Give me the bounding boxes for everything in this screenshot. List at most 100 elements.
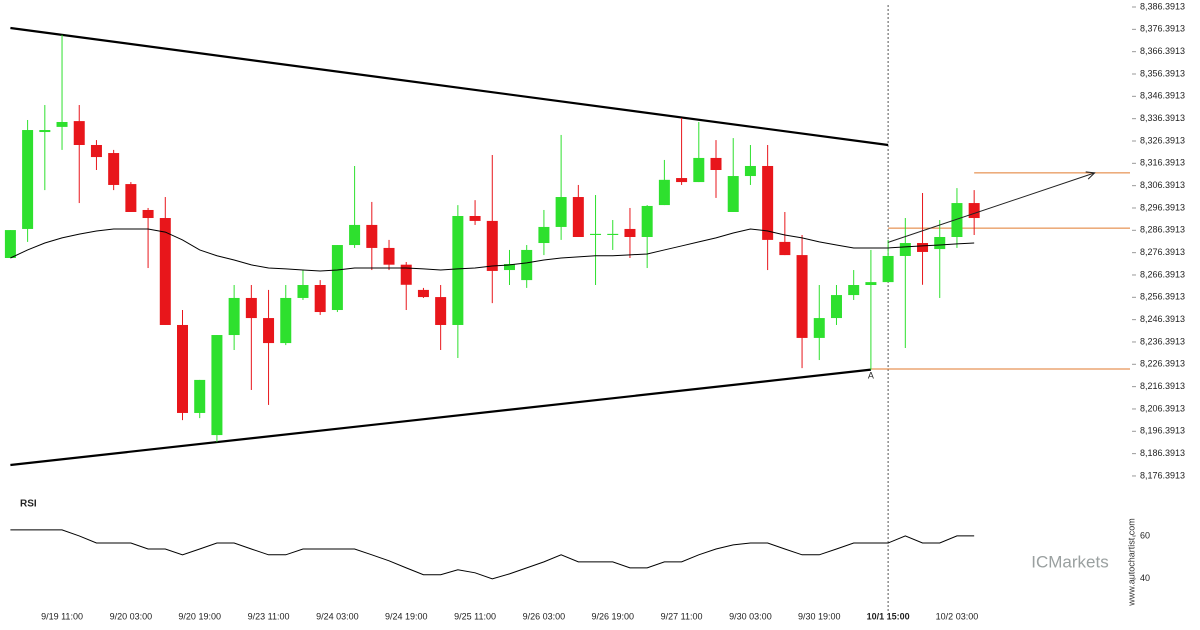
x-tick-label: 9/26 03:00	[523, 611, 566, 621]
x-tick-label: 10/1 15:00	[867, 611, 910, 621]
candle-body	[796, 255, 808, 338]
arrow-head	[1085, 171, 1096, 180]
y-tick-label: 8,326.3913	[1140, 135, 1185, 145]
candle-body	[607, 233, 619, 235]
candle-body	[280, 297, 292, 344]
y-tick-label: 8,306.3913	[1140, 180, 1185, 190]
candle-body	[366, 224, 378, 248]
candle-body	[624, 228, 636, 237]
y-tick-label: 8,206.3913	[1140, 403, 1185, 413]
y-tick-label: 8,386.3913	[1140, 1, 1185, 11]
candle-body	[503, 264, 515, 271]
candle-body	[865, 282, 877, 286]
site-watermark: www.autochartist.com	[1126, 518, 1136, 607]
candle-body	[658, 179, 670, 206]
trendline	[10, 368, 872, 467]
y-tick-label: 8,346.3913	[1140, 91, 1185, 101]
candle-body	[263, 318, 275, 344]
x-tick-label: 9/27 11:00	[661, 611, 703, 621]
candle-body	[572, 197, 584, 237]
y-tick-label: 8,286.3913	[1140, 225, 1185, 235]
candle-body	[848, 285, 860, 296]
candle-body	[917, 243, 929, 252]
y-tick-label: 8,226.3913	[1140, 359, 1185, 369]
forecast-arrow	[887, 172, 1095, 243]
candle-body	[693, 157, 705, 183]
candle-body	[22, 130, 34, 229]
brand-watermark: ICMarkets	[1031, 552, 1108, 571]
candle-body	[435, 297, 447, 325]
y-tick-label: 8,186.3913	[1140, 448, 1185, 458]
candle-body	[762, 165, 774, 240]
y-tick-label: 8,246.3913	[1140, 314, 1185, 324]
candle-body	[90, 144, 102, 158]
candle-body	[297, 285, 309, 298]
candle-body	[159, 218, 171, 325]
candle-body	[641, 205, 653, 237]
candle-body	[228, 297, 240, 336]
x-tick-label: 9/30 19:00	[798, 611, 841, 621]
y-tick-label: 8,336.3913	[1140, 113, 1185, 123]
candle-body	[177, 324, 188, 413]
candle-body	[194, 379, 206, 413]
candle-body	[555, 197, 567, 227]
candle-body	[4, 230, 16, 258]
candle-body	[899, 243, 911, 256]
y-tick-label: 8,366.3913	[1140, 46, 1185, 56]
y-tick-label: 8,376.3913	[1140, 24, 1185, 34]
y-tick-label: 8,316.3913	[1140, 158, 1185, 168]
candle-body	[968, 203, 980, 219]
candle-body	[710, 157, 722, 171]
y-tick-label: 8,196.3913	[1140, 426, 1185, 436]
candle-body	[314, 285, 326, 313]
y-tick-label: 8,216.3913	[1140, 381, 1185, 391]
candle-body	[125, 184, 137, 212]
moving-average	[10, 228, 975, 272]
candle-body	[779, 241, 791, 256]
y-tick-label: 8,236.3913	[1140, 336, 1185, 346]
candle-body	[727, 176, 739, 212]
x-tick-label: 9/24 03:00	[316, 611, 359, 621]
y-tick-label: 8,256.3913	[1140, 292, 1185, 302]
x-tick-label: 9/23 11:00	[248, 611, 290, 621]
candle-body	[73, 121, 85, 145]
candle-body	[349, 224, 361, 246]
candle-body	[882, 255, 894, 283]
x-tick-label: 10/2 03:00	[936, 611, 979, 621]
candle-body	[951, 203, 963, 237]
x-tick-label: 9/26 19:00	[591, 611, 634, 621]
candle-body	[744, 165, 756, 177]
y-tick-label: 8,356.3913	[1140, 68, 1185, 78]
candle-body	[331, 245, 343, 311]
candle-body	[108, 153, 120, 185]
candle-body	[142, 209, 154, 219]
y-tick-label: 8,176.3913	[1140, 470, 1185, 480]
rsi-title: RSI	[20, 499, 37, 510]
candle-body	[830, 295, 842, 319]
candle-body	[452, 216, 464, 325]
candle-body	[56, 121, 68, 127]
candle-body	[400, 264, 412, 285]
trendline	[10, 26, 889, 147]
candle-body	[486, 220, 498, 271]
x-tick-label: 9/24 19:00	[385, 611, 428, 621]
candle-body	[934, 236, 946, 250]
y-tick-label: 8,276.3913	[1140, 247, 1185, 257]
x-tick-label: 9/25 11:00	[454, 611, 496, 621]
candle-body	[211, 335, 223, 436]
candle-body	[417, 289, 429, 298]
candle-body	[676, 178, 688, 183]
y-tick-label: 40	[1140, 573, 1150, 583]
candle-body	[521, 249, 533, 281]
x-tick-label: 9/20 03:00	[110, 611, 153, 621]
y-tick-label: 8,296.3913	[1140, 202, 1185, 212]
y-tick-label: 8,266.3913	[1140, 269, 1185, 279]
x-tick-label: 9/30 03:00	[729, 611, 772, 621]
candle-body	[383, 247, 395, 265]
rsi-line	[10, 529, 975, 580]
y-tick-label: 60	[1140, 530, 1150, 540]
candle-body	[590, 233, 602, 235]
candle-body	[538, 226, 550, 244]
candle-body	[469, 216, 481, 221]
